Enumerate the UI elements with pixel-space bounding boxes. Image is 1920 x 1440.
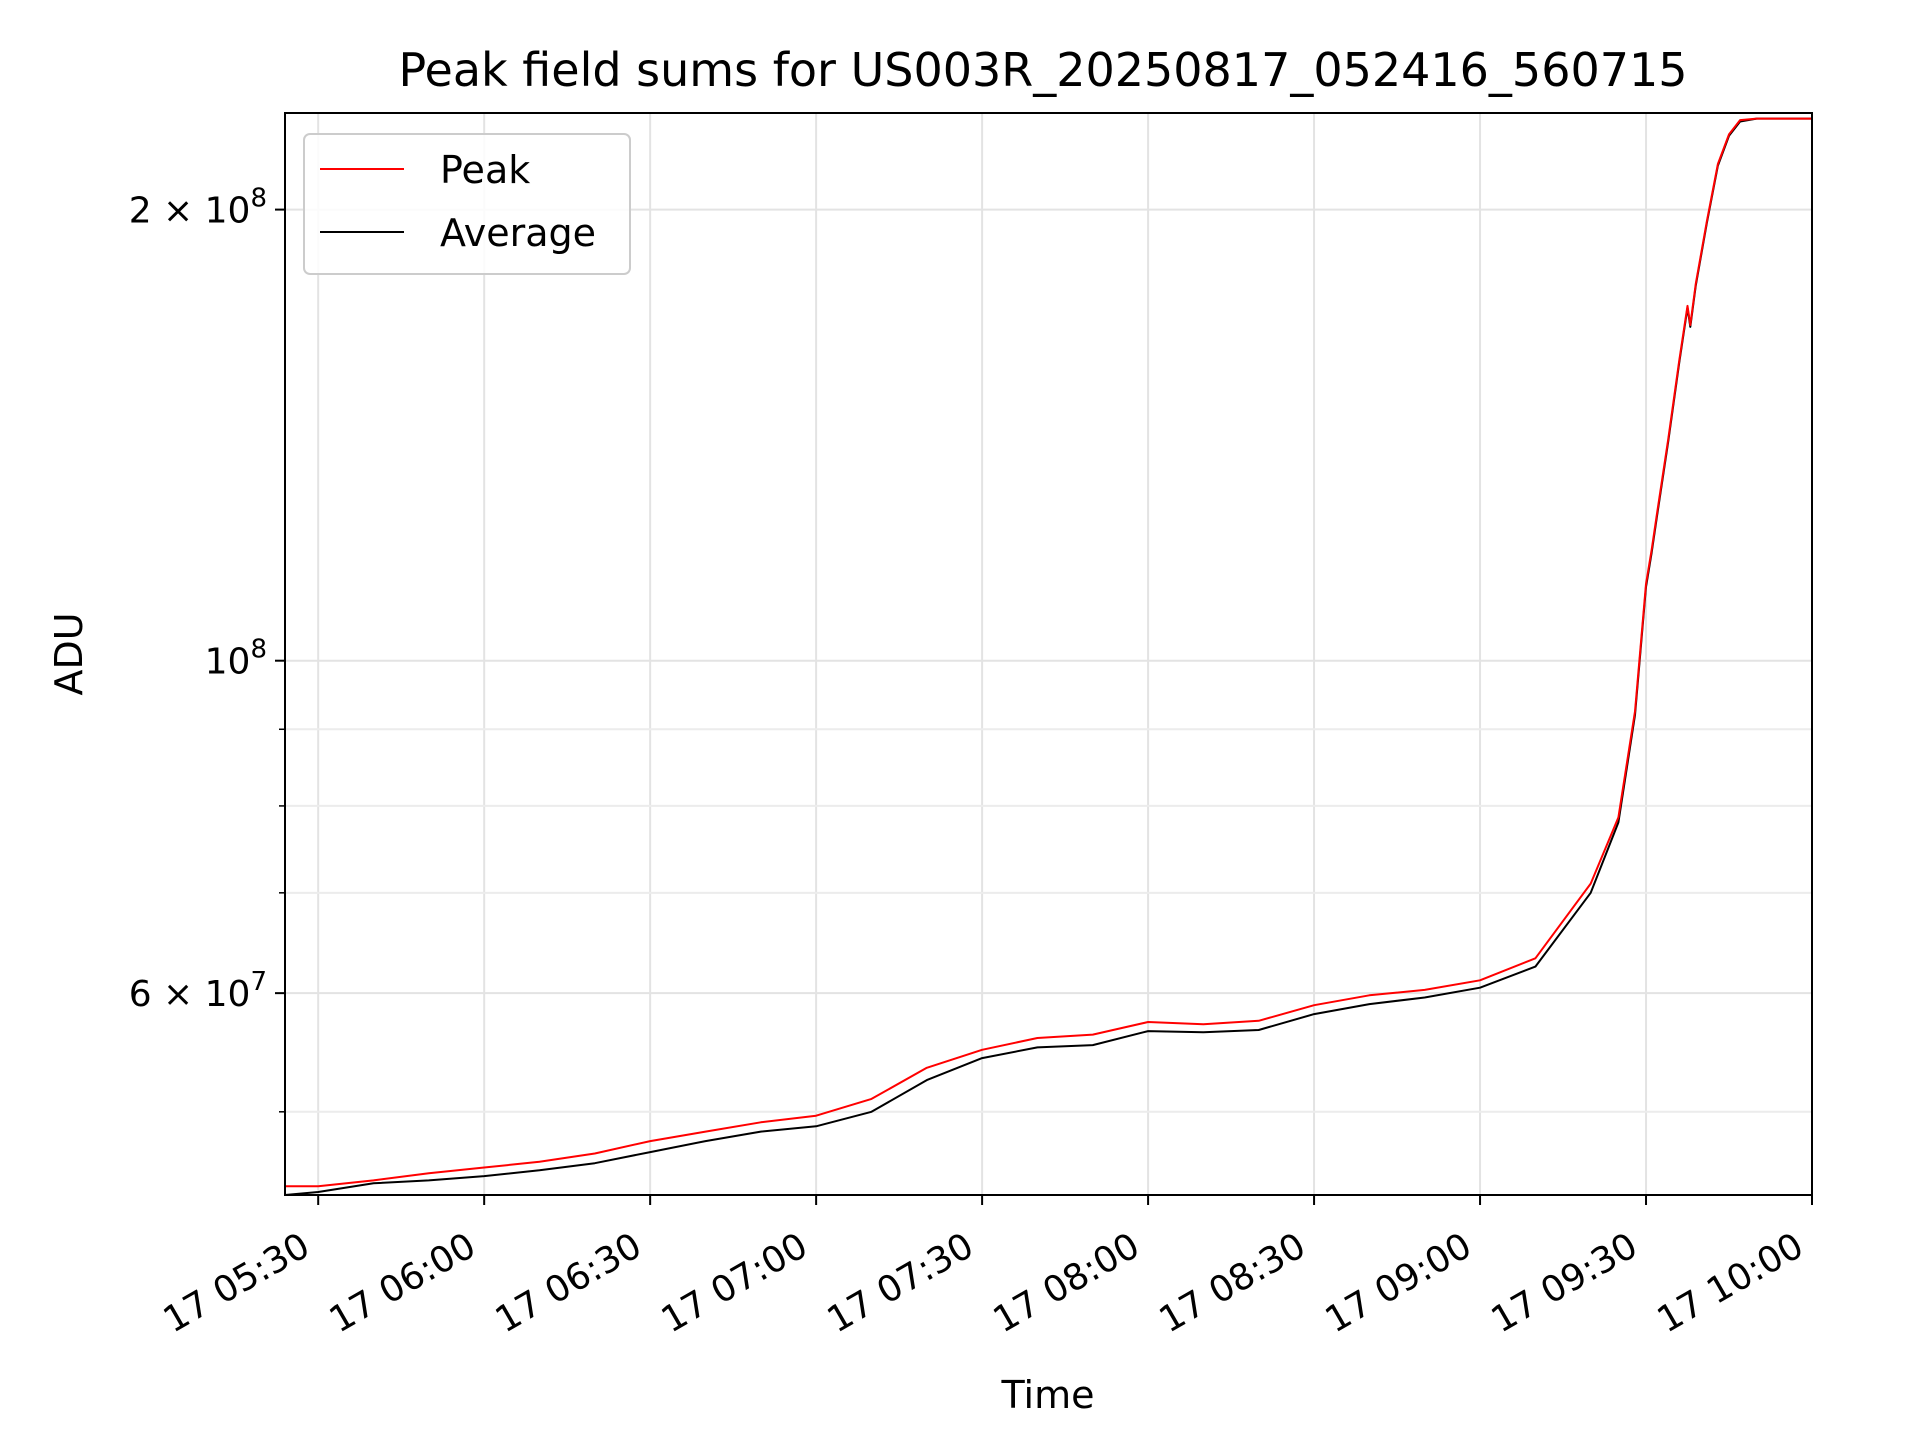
y-tick-label: 6 × 107 [129, 967, 267, 1015]
series-line-peak [285, 117, 1812, 1188]
y-tick-label: 2 × 108 [129, 184, 267, 232]
legend-label-peak: Peak [440, 148, 530, 192]
y-tick-label: 108 [205, 635, 267, 683]
y-axis-label: ADU [47, 612, 91, 695]
y-axis-ticks: 6 × 107 108 2 × 108 [129, 184, 285, 1113]
legend: Peak Average [303, 133, 631, 275]
legend-label-average: Average [440, 211, 596, 255]
chart-title: Peak field sums for US003R_20250817_0524… [398, 43, 1687, 97]
x-axis-label: Time [1001, 1373, 1095, 1417]
series-layer [285, 117, 1812, 1195]
plot-frame [284, 112, 1813, 1196]
